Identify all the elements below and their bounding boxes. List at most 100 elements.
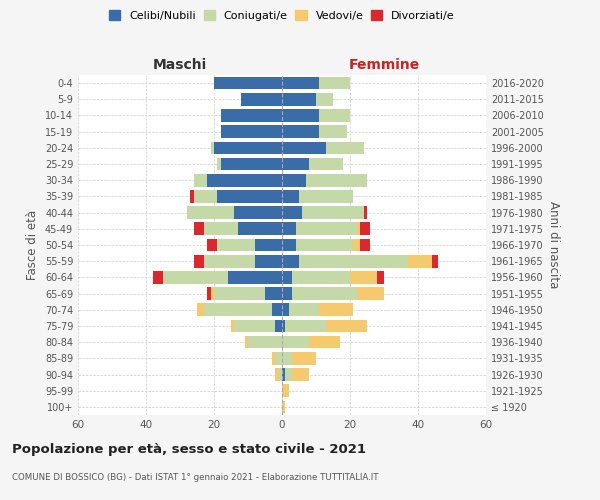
Bar [265,288,282,300]
Bar [282,222,296,235]
Bar [296,222,357,235]
Bar [431,255,439,268]
Bar [364,206,367,219]
Bar [163,271,227,283]
Bar [282,320,286,332]
Bar [282,158,309,170]
Bar [221,109,282,122]
Bar [275,352,282,364]
Bar [282,206,302,219]
Bar [316,93,333,106]
Bar [275,368,278,381]
Bar [299,255,408,268]
Bar [235,206,282,219]
Bar [309,158,343,170]
Bar [275,320,282,332]
Bar [207,238,217,252]
Bar [302,206,364,219]
Bar [221,126,282,138]
Bar [289,304,319,316]
Bar [408,255,431,268]
Bar [282,238,296,252]
Legend: Celibi/Nubili, Coniugati/e, Vedovi/e, Divorziati/e: Celibi/Nubili, Coniugati/e, Vedovi/e, Di… [107,8,457,23]
Bar [309,336,340,348]
Bar [286,368,292,381]
Bar [357,288,384,300]
Bar [204,255,255,268]
Bar [217,238,255,252]
Text: Femmine: Femmine [349,58,419,72]
Bar [357,222,360,235]
Bar [282,255,299,268]
Bar [214,288,265,300]
Bar [319,109,350,122]
Bar [292,271,350,283]
Bar [319,304,353,316]
Bar [282,304,289,316]
Y-axis label: Anni di nascita: Anni di nascita [547,202,560,288]
Bar [217,190,282,202]
Bar [286,320,326,332]
Text: Popolazione per età, sesso e stato civile - 2021: Popolazione per età, sesso e stato civil… [12,442,366,456]
Bar [282,190,299,202]
Bar [360,238,370,252]
Bar [278,368,282,381]
Bar [282,352,292,364]
Bar [214,142,282,154]
Bar [282,126,319,138]
Bar [211,288,214,300]
Bar [153,271,163,283]
Y-axis label: Fasce di età: Fasce di età [26,210,39,280]
Bar [282,174,306,186]
Bar [272,352,275,364]
Bar [227,271,282,283]
Bar [207,288,211,300]
Bar [319,77,350,90]
Bar [204,222,238,235]
Bar [282,109,319,122]
Bar [194,255,204,268]
Text: COMUNE DI BOSSICO (BG) - Dati ISTAT 1° gennaio 2021 - Elaborazione TUTTITALIA.IT: COMUNE DI BOSSICO (BG) - Dati ISTAT 1° g… [12,472,379,482]
Bar [353,238,360,252]
Bar [221,158,282,170]
Bar [282,271,292,283]
Bar [282,93,316,106]
Bar [217,158,221,170]
Bar [350,271,377,283]
Bar [306,174,367,186]
Bar [194,222,204,235]
Bar [326,320,367,332]
Bar [245,336,248,348]
Bar [194,174,207,186]
Bar [207,174,282,186]
Bar [292,288,357,300]
Bar [326,142,364,154]
Bar [292,368,309,381]
Bar [272,304,282,316]
Bar [296,238,353,252]
Bar [360,222,370,235]
Bar [282,288,292,300]
Bar [197,304,204,316]
Bar [282,142,326,154]
Bar [282,77,319,90]
Bar [319,126,347,138]
Text: Maschi: Maschi [153,58,207,72]
Bar [187,206,235,219]
Bar [204,304,272,316]
Bar [282,336,309,348]
Bar [194,190,217,202]
Bar [190,190,194,202]
Bar [282,400,286,413]
Bar [299,190,353,202]
Bar [211,142,214,154]
Bar [255,255,282,268]
Bar [377,271,384,283]
Bar [292,352,316,364]
Bar [282,368,286,381]
Bar [248,336,282,348]
Bar [238,222,282,235]
Bar [214,77,282,90]
Bar [231,320,235,332]
Bar [235,320,275,332]
